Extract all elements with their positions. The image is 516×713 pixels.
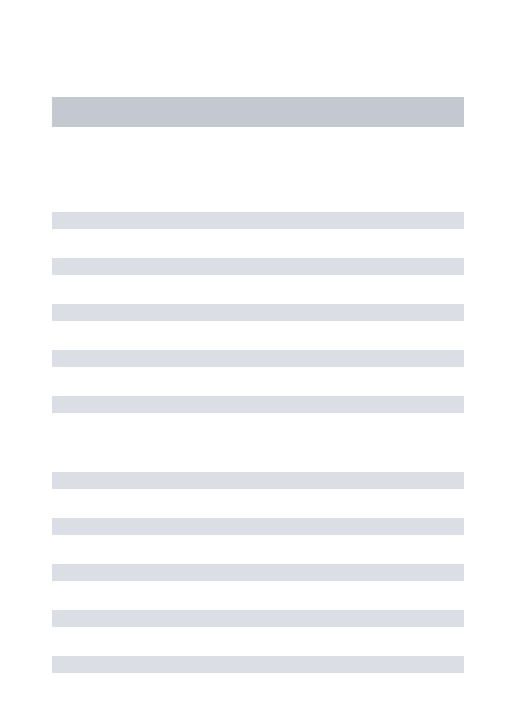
skeleton-line [52, 304, 464, 321]
skeleton-line [52, 564, 464, 581]
skeleton-line [52, 472, 464, 489]
skeleton-section-1 [52, 212, 464, 413]
skeleton-header [52, 97, 464, 127]
skeleton-line [52, 396, 464, 413]
skeleton-line [52, 518, 464, 535]
skeleton-line [52, 610, 464, 627]
skeleton-line [52, 656, 464, 673]
skeleton-line [52, 350, 464, 367]
skeleton-line [52, 258, 464, 275]
skeleton-section-2 [52, 472, 464, 673]
section-gap [52, 442, 464, 472]
skeleton-line [52, 212, 464, 229]
